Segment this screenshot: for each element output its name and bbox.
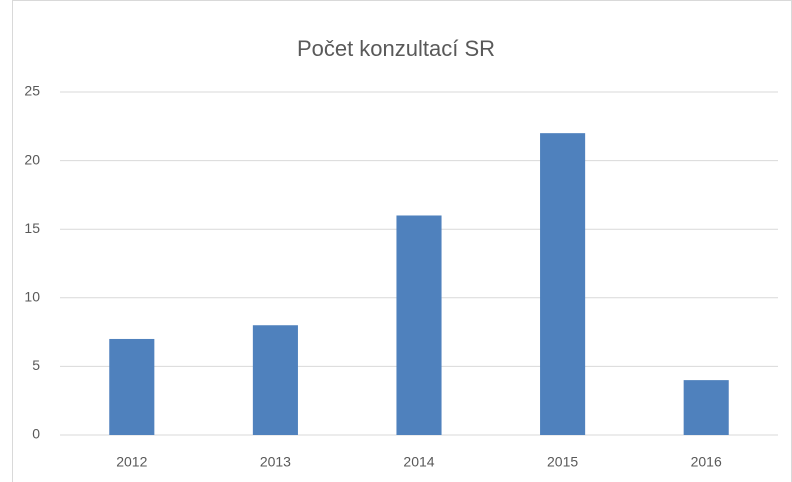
bar — [683, 380, 729, 435]
chart-title: Počet konzultací SR — [297, 36, 495, 61]
y-tick-label: 5 — [32, 357, 40, 373]
bar — [252, 325, 298, 435]
y-tick-label: 10 — [24, 289, 40, 305]
bar — [109, 338, 155, 435]
y-tick-label: 20 — [24, 151, 40, 167]
y-tick-label: 0 — [32, 426, 40, 442]
y-tick-label: 25 — [24, 83, 40, 99]
x-tick-label: 2015 — [547, 454, 578, 470]
x-tick-label: 2013 — [260, 454, 291, 470]
x-tick-label: 2012 — [116, 454, 147, 470]
bar — [396, 215, 442, 435]
bar — [540, 133, 586, 435]
x-tick-label: 2014 — [403, 454, 434, 470]
x-tick-label: 2016 — [691, 454, 722, 470]
y-tick-label: 15 — [24, 220, 40, 236]
